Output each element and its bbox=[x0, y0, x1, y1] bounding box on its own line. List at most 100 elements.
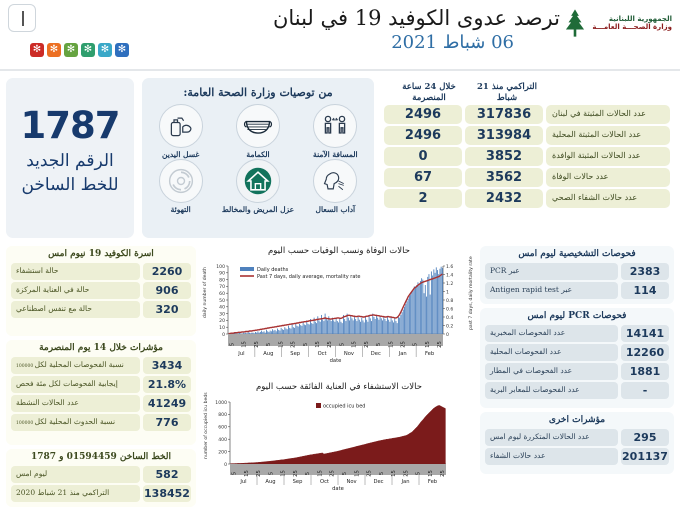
color-dot-4: ✻ bbox=[81, 43, 95, 57]
pcr-tests-title: فحوصات PCR ليوم امس bbox=[527, 311, 627, 321]
list-item: 295 عدد الحالات المتكررة ليوم امس bbox=[485, 429, 669, 446]
bar bbox=[330, 321, 332, 334]
report-date: 06 شباط 2021 bbox=[391, 32, 514, 53]
legend-label-line: Past 7 days, daily average, mortality ra… bbox=[257, 274, 360, 280]
bar bbox=[268, 331, 270, 334]
bar bbox=[423, 293, 425, 334]
month-label: Jan bbox=[398, 351, 407, 357]
stat-value: 14141 bbox=[621, 325, 669, 342]
recommendation-label: عزل المريض والمخالط bbox=[221, 205, 295, 214]
bar bbox=[272, 329, 274, 334]
daily-deaths-plot: 010203040506070809010000.20.40.60.811.21… bbox=[202, 256, 474, 364]
stat-label: عدد الحالات المتكررة ليوم امس bbox=[485, 429, 618, 446]
bar bbox=[253, 333, 255, 334]
pcr-tests-rows: 14141 عدد الفحوصات المخبرية 12260 عدد الفحو… bbox=[480, 325, 674, 399]
list-item: 320 حالة مع تنفس اصطناعي bbox=[11, 301, 191, 318]
recommendation-item-3: غسل اليدين bbox=[142, 104, 219, 159]
bar bbox=[246, 333, 248, 334]
bar bbox=[382, 320, 383, 334]
color-dot-5: ✻ bbox=[98, 43, 112, 57]
bar bbox=[386, 317, 388, 334]
bar bbox=[358, 319, 360, 334]
month-label: Nov bbox=[346, 479, 356, 485]
icu-area bbox=[230, 405, 446, 465]
daily-deaths-chart: حالات الوفاة ونسب الوفيات حسب اليوم 0 10 2… bbox=[198, 246, 480, 378]
diagnostic-tests-rows: 2383 عبر PCR 114 عبر Antigen rapid test bbox=[480, 263, 674, 299]
list-item: 906 حالة في العناية المركزة bbox=[11, 282, 191, 299]
bar bbox=[399, 317, 401, 334]
hotline-panel: 1787 الرقم الجديد للخط الساخن bbox=[6, 78, 134, 238]
y2-tick-label: 0 bbox=[446, 332, 449, 338]
bar bbox=[313, 317, 315, 334]
bar bbox=[338, 322, 339, 334]
bar bbox=[385, 321, 387, 334]
stat-cumulative: 2432 bbox=[465, 189, 543, 209]
y-tick-label: 90 bbox=[219, 271, 225, 277]
bar bbox=[378, 319, 380, 334]
bar bbox=[426, 296, 427, 334]
date-band bbox=[230, 464, 446, 475]
bar bbox=[284, 327, 286, 334]
page-header: ✻ ✻ ✻ ✻ ✻ ✻ ترصد عدوى الكوفيد 19 في لبنان 06 … bbox=[0, 0, 680, 72]
indicators-14d-panel: مؤشرات خلال 14 يوم المنصرمة 3434 نسبة الف… bbox=[6, 340, 196, 445]
stat-label: نسبة الفحوصات المحلية لكل 100000 bbox=[11, 357, 140, 374]
month-label: Jul bbox=[237, 351, 244, 357]
bar bbox=[424, 285, 426, 334]
bar bbox=[328, 316, 330, 334]
bar bbox=[301, 325, 303, 334]
y-tick-label: 20 bbox=[219, 318, 225, 324]
stat-value: - bbox=[621, 382, 669, 399]
bar bbox=[336, 321, 338, 334]
covid-beds-panel: اسرة الكوفيد 19 نيوم امس 2260 حالة استشفا… bbox=[6, 246, 196, 336]
list-item: 2260 حالة استشفاء bbox=[11, 263, 191, 280]
bar bbox=[394, 318, 396, 334]
list-item: 1881 عدد الفحوصات في المطار bbox=[485, 363, 669, 380]
month-label: Oct bbox=[320, 479, 329, 485]
bar bbox=[371, 321, 372, 334]
date-tick-label: 5 bbox=[376, 343, 382, 346]
daily-deaths-chart-title: حالات الوفاة ونسب الوفيات حسب اليوم bbox=[268, 246, 410, 256]
y2-tick-label: 1.6 bbox=[446, 264, 453, 270]
month-label: Feb bbox=[425, 351, 435, 357]
bar bbox=[251, 332, 253, 334]
covid-beds-title: اسرة الكوفيد 19 نيوم امس bbox=[48, 249, 154, 259]
hotline-label-1: الرقم الجديد bbox=[26, 151, 114, 171]
date-tick-label: 15 bbox=[352, 341, 358, 348]
month-label: Oct bbox=[318, 351, 327, 357]
bar bbox=[255, 331, 256, 334]
bar bbox=[270, 331, 272, 334]
stat-label: عدد الحالات المثبتة الوافدة bbox=[546, 147, 670, 167]
bar bbox=[289, 327, 291, 334]
y-tick-label: 800 bbox=[218, 412, 227, 418]
col-header-today: خلال 24 ساعة المنصرمة bbox=[402, 82, 456, 103]
bar bbox=[325, 319, 327, 334]
recommendation-item-2: الكمامة bbox=[219, 104, 296, 159]
main-stats-header-row: التراكمي منذ 21 شباط خلال 24 ساعة المنصر… bbox=[380, 78, 674, 103]
indicators-14d-title: مؤشرات خلال 14 يوم المنصرمة bbox=[39, 343, 163, 353]
month-label: Aug bbox=[265, 479, 275, 485]
date-tick-label: 25 bbox=[293, 470, 299, 477]
bar bbox=[263, 331, 265, 334]
bar bbox=[283, 329, 285, 334]
y2-tick-label: 0.4 bbox=[446, 315, 453, 321]
date-tick-label: 5 bbox=[266, 343, 272, 346]
ministry-logo: الجمهورية اللبنانية وزارة الصحـــة العام… bbox=[562, 8, 672, 38]
bar bbox=[343, 314, 344, 334]
bar bbox=[416, 285, 418, 334]
hotline-label-2: للخط الساخن bbox=[21, 175, 119, 195]
y2-tick-label: 0.6 bbox=[446, 306, 453, 312]
bar bbox=[428, 274, 430, 334]
y2-axis-label: past 7 days, daily mortality rate /10000… bbox=[468, 256, 474, 330]
y-tick-label: 10 bbox=[219, 325, 225, 331]
bar bbox=[317, 316, 319, 334]
stat-today: 2496 bbox=[384, 126, 462, 146]
color-dot-1: ✻ bbox=[30, 43, 44, 57]
bar bbox=[380, 318, 382, 334]
bar bbox=[341, 323, 343, 334]
bar bbox=[340, 321, 342, 334]
col-header-cumulative: التراكمي منذ 21 شباط bbox=[477, 82, 537, 103]
date-tick-label: 25 bbox=[291, 341, 297, 348]
hand-wash-icon bbox=[158, 104, 203, 148]
bar bbox=[391, 320, 393, 334]
stat-label: عبر Antigen rapid test bbox=[485, 282, 618, 299]
